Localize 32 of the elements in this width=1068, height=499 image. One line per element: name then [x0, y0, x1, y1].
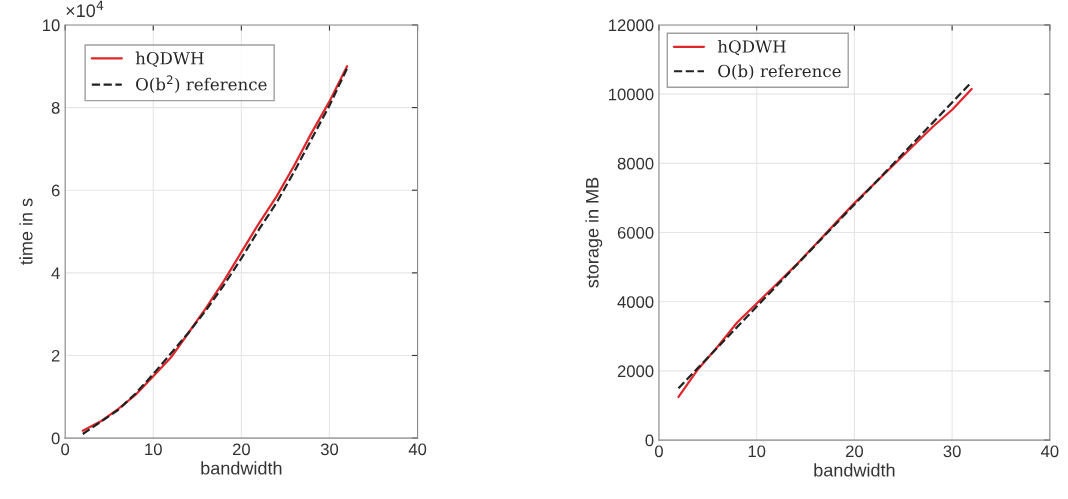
- x-tick-label: 0: [61, 443, 70, 456]
- y-tick-label: 2: [51, 349, 60, 362]
- y-tick-label: 10: [43, 19, 60, 32]
- y-tick-label: 2000: [617, 365, 654, 378]
- legend-label: hQDWH: [135, 51, 204, 67]
- x-tick-label: 20: [845, 445, 864, 458]
- x-tick-label: 40: [1040, 445, 1059, 458]
- x-tick-label: 30: [943, 445, 961, 458]
- legend-label: O(b$^{2}$) reference: [136, 75, 267, 93]
- x-tick-label: 10: [748, 445, 766, 458]
- x-tick-label: 30: [320, 443, 339, 456]
- y-tick-label: 12000: [609, 19, 654, 32]
- y-tick-label: 6000: [617, 226, 654, 239]
- x-tick-label: 20: [232, 443, 250, 456]
- legend-label: hQDWH: [717, 39, 786, 56]
- y-tick-label: 10000: [609, 88, 654, 101]
- y-tick-label: 4000: [617, 296, 654, 308]
- x-tick-label: 10: [145, 443, 162, 456]
- text: ×10$^{4}$: [66, 0, 104, 18]
- y-tick-label: 8000: [617, 157, 654, 170]
- y-tick-label: 4: [51, 267, 60, 279]
- y-tick-label: 6: [51, 184, 60, 197]
- y-tick-label: 0: [645, 434, 654, 447]
- y-axis-title: storage in MB: [585, 177, 603, 288]
- x-axis-title: bandwidth: [814, 463, 895, 477]
- x-tick-label: 40: [408, 443, 427, 456]
- x-tick-label: 0: [654, 445, 663, 458]
- y-tick-label: 8: [51, 101, 60, 114]
- y-axis-title: time in s: [19, 198, 33, 265]
- y-tick-label: 0: [51, 432, 60, 445]
- x-axis-title: bandwidth: [201, 461, 282, 475]
- legend-label: O(b) reference: [718, 64, 841, 80]
